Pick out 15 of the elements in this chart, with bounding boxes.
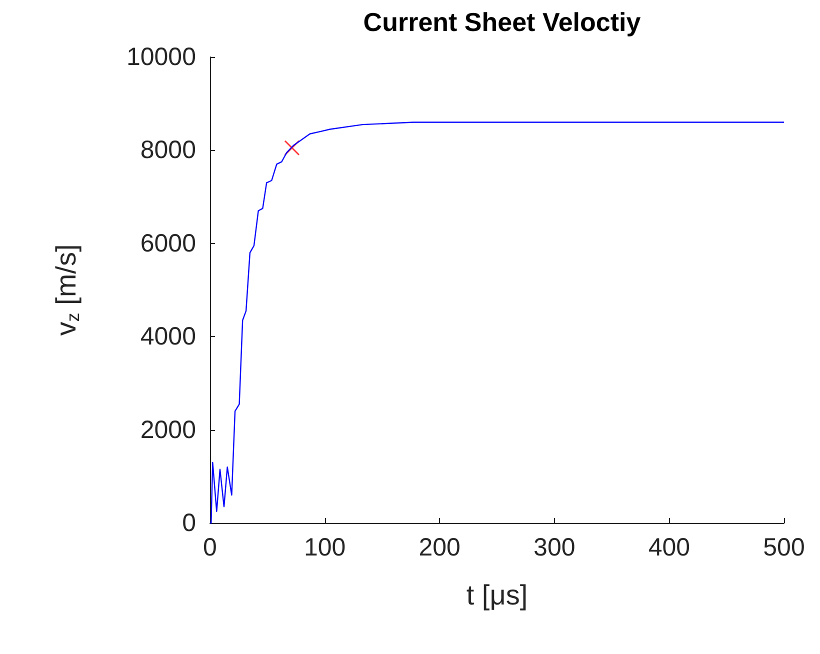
x-tick-label: 400 bbox=[648, 534, 690, 562]
y-axis-title: vz [m/s] bbox=[50, 244, 83, 336]
y-tick-label: 8000 bbox=[140, 136, 196, 164]
y-tick-label: 10000 bbox=[126, 43, 196, 71]
x-tick-label: 300 bbox=[534, 534, 576, 562]
y-tick-label: 6000 bbox=[140, 229, 196, 258]
x-tick-label: 0 bbox=[203, 534, 217, 562]
y-tick-label: 2000 bbox=[140, 416, 196, 444]
x-tick-label: 200 bbox=[418, 534, 460, 562]
y-tick-label: 0 bbox=[182, 509, 196, 537]
chart-title: Current Sheet Veloctiy bbox=[363, 7, 642, 37]
y-tick-label: 4000 bbox=[140, 322, 196, 351]
x-axis-title: t [μs] bbox=[466, 580, 528, 610]
x-tick-label: 100 bbox=[304, 534, 346, 562]
x-tick-label: 500 bbox=[763, 534, 805, 562]
